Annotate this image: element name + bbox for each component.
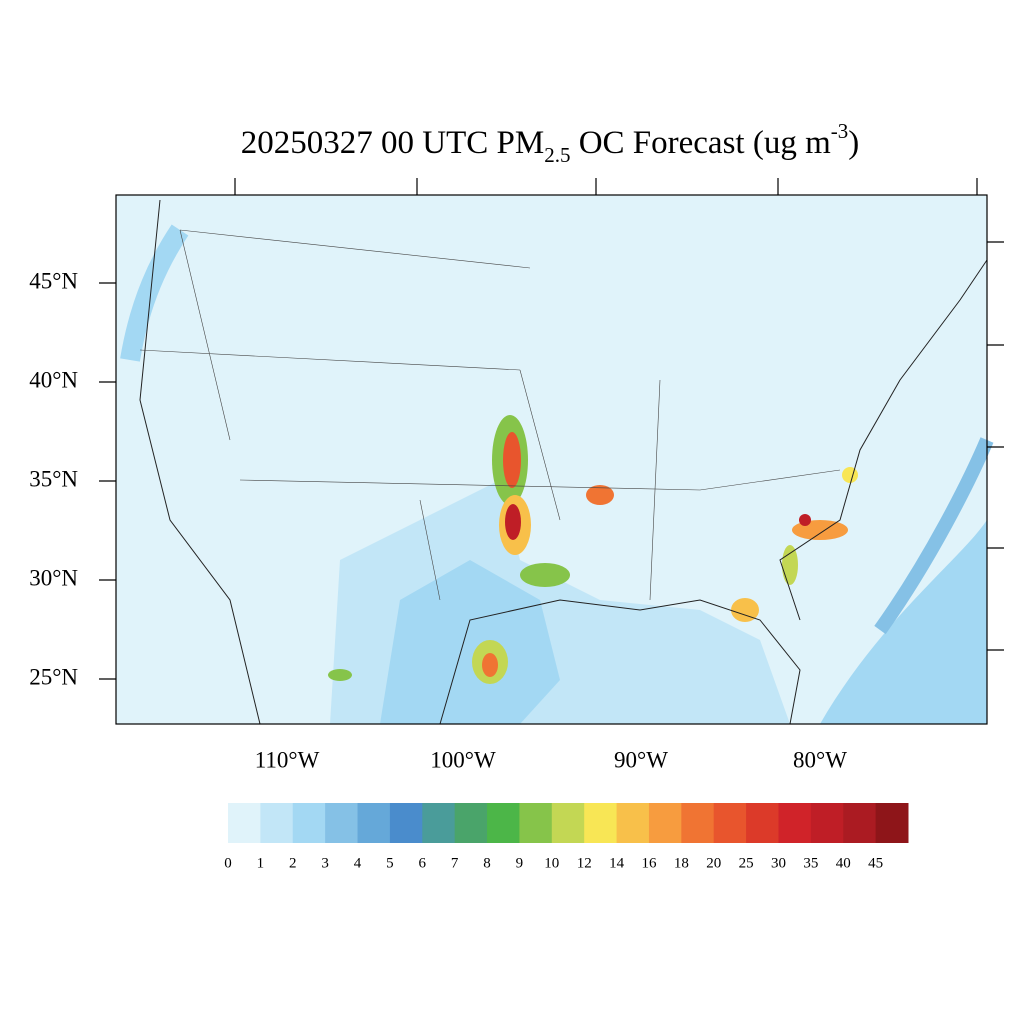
haze-region	[820, 520, 987, 724]
colorbar-box	[454, 803, 488, 843]
colorbar-label: 0	[224, 855, 232, 871]
coastline	[139, 199, 988, 725]
lat-label: 25°N	[29, 664, 78, 689]
colorbar-label: 40	[836, 855, 851, 871]
colorbar-label: 3	[321, 855, 329, 871]
colorbar-box	[875, 803, 909, 843]
ticks	[234, 178, 1004, 651]
colorbar-box	[616, 803, 650, 843]
colorbar-box	[584, 803, 618, 843]
hotspot	[482, 653, 498, 677]
colorbar-label: 12	[577, 855, 592, 871]
colorbar-box	[357, 803, 391, 843]
colorbar-label: 7	[451, 855, 459, 871]
smoke-plume	[874, 437, 994, 635]
title-text: 20250327 00 UTC PM	[241, 125, 544, 161]
title-text: )	[848, 125, 859, 161]
lat-label: 35°N	[29, 466, 78, 491]
title-superscript: -3	[831, 119, 849, 143]
colorbar: 0 1 2 3 4 5 6 7 8 9 10 12 14 16 18 20 25 30 35 40 45	[224, 803, 909, 871]
title-text: OC Forecast (ug m	[570, 125, 831, 161]
colorbar-label: 8	[483, 855, 491, 871]
colorbar-box	[713, 803, 747, 843]
colorbar-box	[778, 803, 812, 843]
lon-label: 100°W	[430, 747, 496, 772]
colorbar-label: 16	[641, 855, 657, 871]
colorbar-label: 30	[771, 855, 786, 871]
colorbar-box	[422, 803, 456, 843]
colorbar-box	[810, 803, 844, 843]
colorbar-label: 9	[516, 855, 524, 871]
colorbar-label: 2	[289, 855, 297, 871]
hotspot	[731, 598, 759, 622]
title-subscript: 2.5	[544, 143, 570, 167]
colorbar-label: 5	[386, 855, 394, 871]
map-field	[115, 194, 994, 725]
hotspot	[503, 432, 521, 488]
lon-label: 110°W	[255, 747, 320, 772]
colorbar-box	[260, 803, 294, 843]
hotspot	[782, 545, 798, 585]
colorbar-label: 10	[544, 855, 559, 871]
colorbar-box	[487, 803, 520, 843]
hotspot	[842, 467, 858, 483]
colorbar-label: 18	[674, 855, 689, 871]
map-frame	[115, 194, 988, 725]
hotspot	[799, 514, 811, 526]
colorbar-box	[746, 803, 779, 843]
title: 20250327 00 UTC PM2.5 OC Forecast (ug m-…	[241, 119, 860, 167]
hotspot	[328, 669, 352, 681]
colorbar-label: 6	[419, 855, 427, 871]
state-borders	[139, 229, 841, 601]
colorbar-box	[843, 803, 877, 843]
hotspot	[520, 563, 570, 587]
lon-label: 90°W	[614, 747, 668, 772]
colorbar-box	[519, 803, 553, 843]
lat-label: 45°N	[29, 268, 78, 293]
axis-labels: 45°N 40°N 35°N 30°N 25°N 110°W 100°W 90°W 80°W	[29, 268, 847, 772]
lat-label: 30°N	[29, 565, 78, 590]
colorbar-label: 35	[803, 855, 818, 871]
colorbar-box	[228, 803, 261, 843]
colorbar-label: 4	[354, 855, 362, 871]
colorbar-box	[325, 803, 359, 843]
hotspot	[505, 504, 521, 540]
lon-label: 80°W	[793, 747, 847, 772]
colorbar-label: 1	[257, 855, 265, 871]
colorbar-box	[292, 803, 326, 843]
hotspot	[586, 485, 614, 505]
colorbar-box	[681, 803, 715, 843]
colorbar-box	[551, 803, 585, 843]
colorbar-label: 20	[706, 855, 721, 871]
colorbar-label: 25	[739, 855, 754, 871]
colorbar-label: 45	[868, 855, 883, 871]
lat-label: 40°N	[29, 367, 78, 392]
haze-region	[380, 560, 560, 724]
colorbar-label: 14	[609, 855, 625, 871]
colorbar-box	[648, 803, 682, 843]
colorbar-box	[389, 803, 423, 843]
